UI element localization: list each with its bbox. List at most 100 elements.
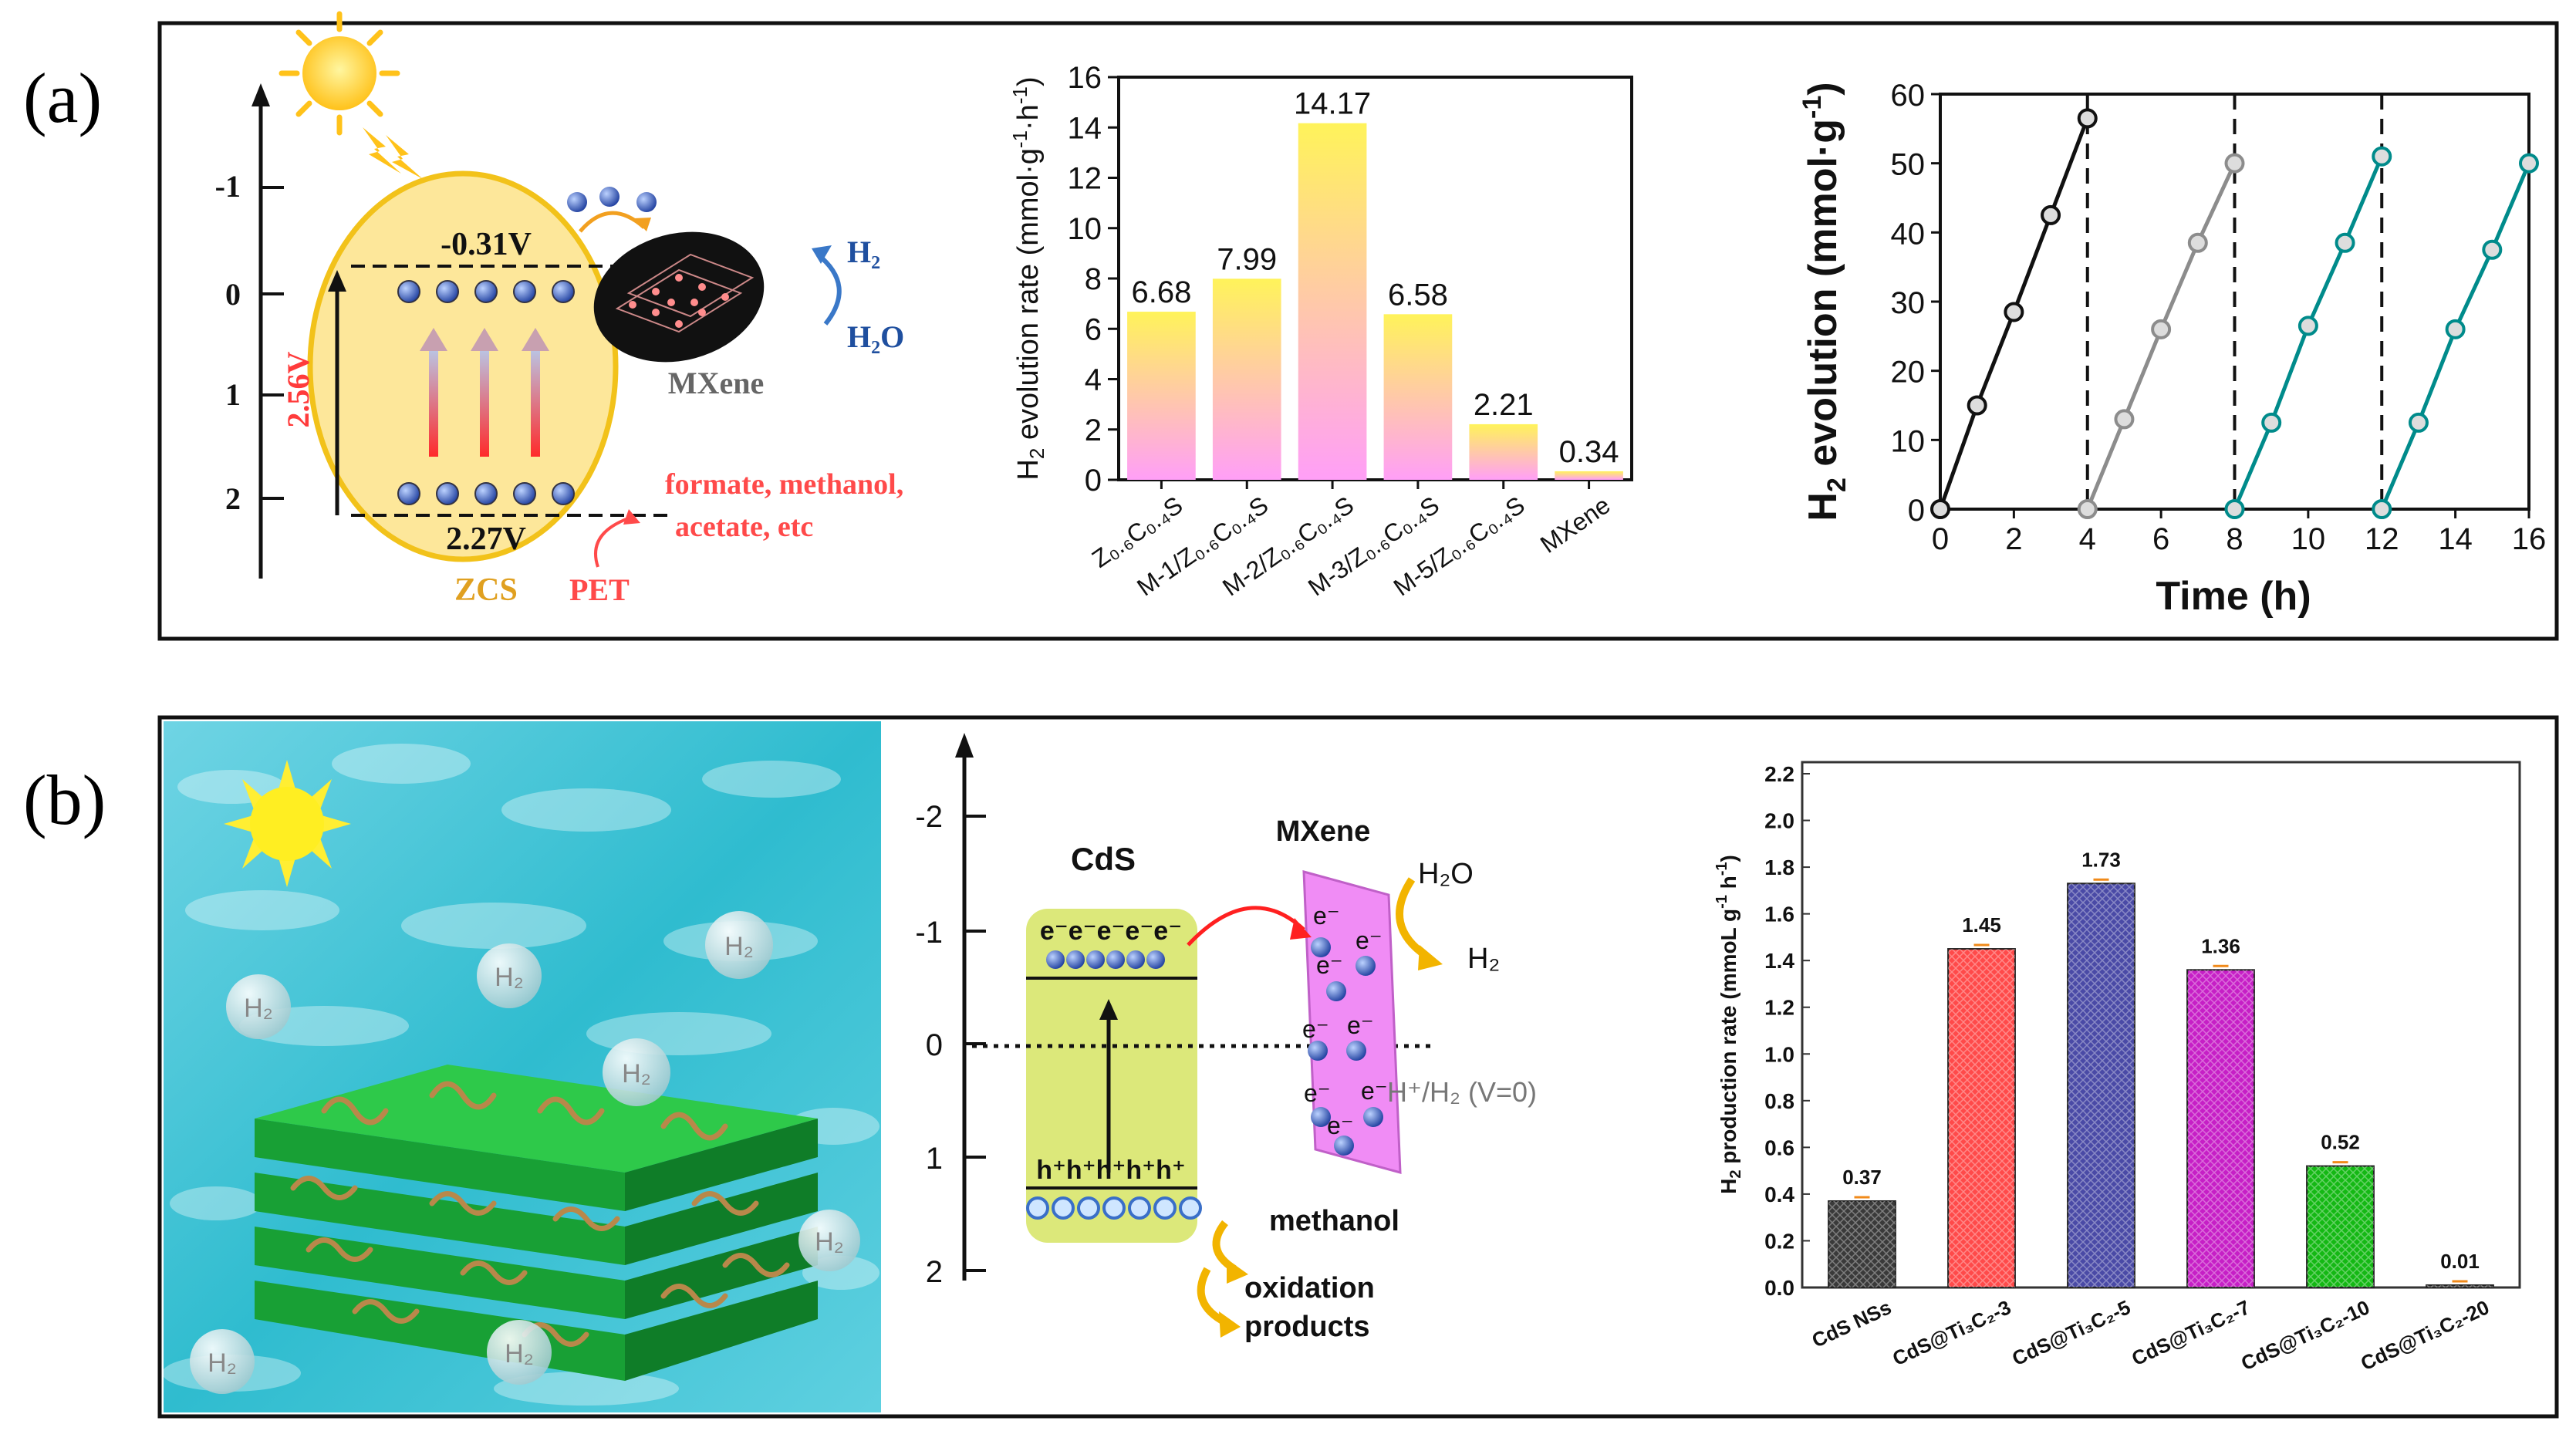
axis-tick-label: 1 [926,1142,943,1176]
vb-holes [1026,1196,1202,1220]
products-label: products [1244,1311,1370,1343]
bar-value-label: 0.01 [2440,1250,2480,1273]
y-tick-label: 14 [1068,111,1102,145]
data-point [2335,232,2355,253]
y-tick-label: 30 [1891,286,1926,320]
category-label: CdS@Ti₃C₂-20 [2357,1295,2493,1375]
category-label: CdS@Ti₃C₂-10 [2237,1295,2373,1375]
svg-text:H₂: H₂ [815,1227,844,1257]
pet-label: PET [569,572,630,607]
data-point [2224,499,2245,519]
data-point [2041,204,2061,225]
data-point [2077,108,2098,129]
excitation-arrows [420,328,549,457]
panel-a-frame [157,21,2559,641]
sun-icon [279,11,423,179]
axis-tick-label: 2 [225,481,241,516]
bar [1469,424,1538,480]
x-tick-label: 12 [2365,522,2399,556]
y-tick-label: 0.2 [1764,1229,1794,1253]
y-tick-label: 0.8 [1764,1089,1794,1113]
y-tick-label: 0.0 [1764,1276,1794,1300]
h2-bubble: H₂ [190,1329,255,1394]
svg-text:H₂: H₂ [724,932,754,961]
axis-tick-label: 1 [225,377,241,412]
e-label: e⁻ [1327,1112,1354,1139]
y-tick-label: 10 [1891,424,1926,458]
x-tick-label: 8 [2226,522,2243,556]
sun-icon [224,760,351,887]
cb-electrons [1046,950,1165,969]
e-label: e⁻ [1304,1079,1331,1107]
bar-hatch [2426,1284,2493,1287]
y-tick-label: 2 [1085,413,1102,447]
y-tick-label: 20 [1891,356,1926,390]
y-tick-label: 12 [1068,162,1102,196]
y-tick-label: 1.6 [1764,903,1794,926]
bar-hatch [2307,1166,2374,1287]
y-tick-label: 2.0 [1764,809,1794,833]
data-point [2297,316,2318,336]
h2-bubble: H₂ [226,974,291,1039]
h2-bubble: H₂ [487,1320,552,1385]
cb-potential: -0.31V [441,227,532,262]
y-tick-label: 0 [1908,494,1925,528]
material-label: ZCS [454,572,518,608]
panel-a-band-diagram: -1 0 1 2 -0.31V 2.27V ZCS [215,11,904,608]
chart-a-bar: 0246810121416Z₀.₆C₀.₄SM-1/Z₀.₆C₀.₄SM-2/Z… [1008,61,1633,601]
data-point [2224,153,2245,174]
hole-row [397,482,575,505]
bar-hatch [1948,949,2015,1287]
y-tick-label: 40 [1891,217,1926,251]
y-axis-label: H2 production rate (mmoL g-1 h-1) [1713,855,1744,1194]
y-tick-label: 0.4 [1764,1183,1794,1206]
data-point [1930,499,1950,519]
axis-tick-label: -1 [215,169,241,204]
y-tick-label: 10 [1068,212,1102,246]
bar [1383,314,1453,480]
transferred-electrons [567,187,657,212]
bar [1212,278,1281,480]
bar-value-label: 1.36 [2201,934,2240,957]
h2-bubble: H₂ [798,1210,860,1271]
y-tick-label: 0 [1085,464,1102,498]
bar [1298,123,1367,481]
data-point [2372,499,2392,519]
svg-text:H₂: H₂ [244,994,273,1023]
e-label: e⁻ [1356,926,1383,954]
axis-tick-label: 2 [926,1255,943,1289]
x-tick-label: 16 [2512,522,2547,556]
svg-text:H₂: H₂ [505,1339,534,1368]
data-point [2482,239,2503,260]
cds-label: CdS [1071,841,1136,877]
products-line-1: formate, methanol, [665,468,903,501]
mxene-label: MXene [668,366,764,400]
y-tick-label: 4 [1085,363,1102,397]
bar-value-label: 1.73 [2081,848,2121,871]
data-point [2077,499,2098,519]
chart-b-bar: 0.0 0.2 0.4 0.6 0.8 1.0 1.2 1.4 1.6 1.8 2.0 2.2 CdS … [1713,761,2521,1375]
axis-tick-label: -2 [915,800,943,834]
h2-bubble: H₂ [705,911,773,979]
mxene-label: MXene [1276,815,1370,848]
category-label: CdS NSs [1808,1295,1895,1352]
x-tick-label: 0 [1932,522,1949,556]
h2-label: H₂ [1467,943,1500,975]
e-label: e⁻ [1316,951,1343,979]
bar-value-label: 0.52 [2321,1131,2360,1154]
category-label: CdS@Ti₃C₂-7 [2128,1295,2254,1370]
mxene-sheet [593,231,765,363]
data-point [2519,153,2539,174]
h2o-label: H₂O [847,319,904,354]
data-point [2372,146,2392,167]
y-tick-label: 1.0 [1764,1042,1794,1066]
cds-band-block [1026,909,1197,1243]
bar-value-label: 1.45 [1962,913,2001,936]
h2o-label: H₂O [1418,858,1474,890]
electron-row [397,280,575,303]
e-label: e⁻ [1347,1011,1374,1039]
y-axis-label: H2 evolution (mmol·g-1) [1798,82,1852,521]
bar-value-label: 6.58 [1388,278,1448,312]
bar-hatch [2187,970,2254,1287]
oxidation-label: oxidation [1244,1272,1375,1304]
